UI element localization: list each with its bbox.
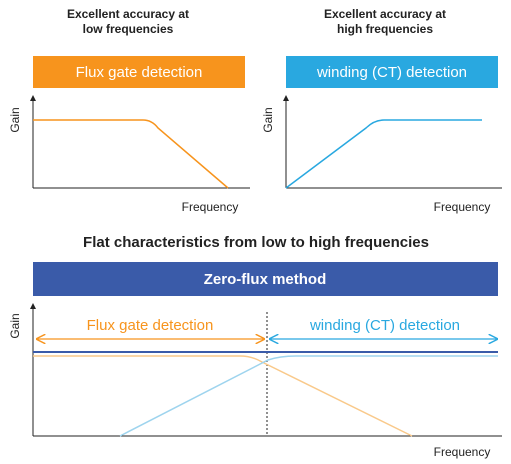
- x-label: Frequency: [434, 445, 491, 459]
- heading: Excellent accuracy at: [67, 7, 189, 21]
- title: Flat characteristics from low to high fr…: [83, 234, 429, 251]
- heading: Excellent accuracy at: [324, 7, 446, 21]
- flux-gate-curve: [33, 355, 413, 437]
- x-label: Frequency: [434, 200, 491, 214]
- banner: [33, 56, 245, 88]
- banner: [286, 56, 498, 88]
- y-label: Gain: [261, 107, 275, 132]
- banner: [33, 262, 498, 296]
- banner-label: winding (CT) detection: [316, 64, 467, 81]
- response-curve: [33, 119, 229, 189]
- y-label: Gain: [8, 107, 22, 132]
- x-label: Frequency: [182, 200, 239, 214]
- banner-label: Flux gate detection: [76, 64, 203, 81]
- heading: low frequencies: [83, 22, 174, 36]
- y-label: Gain: [8, 313, 22, 338]
- range-label: winding (CT) detection: [309, 317, 460, 334]
- banner-label: Zero-flux method: [204, 271, 327, 288]
- range-label: Flux gate detection: [87, 317, 214, 334]
- ct-curve: [119, 355, 498, 437]
- response-curve: [285, 119, 482, 189]
- heading: high frequencies: [337, 22, 433, 36]
